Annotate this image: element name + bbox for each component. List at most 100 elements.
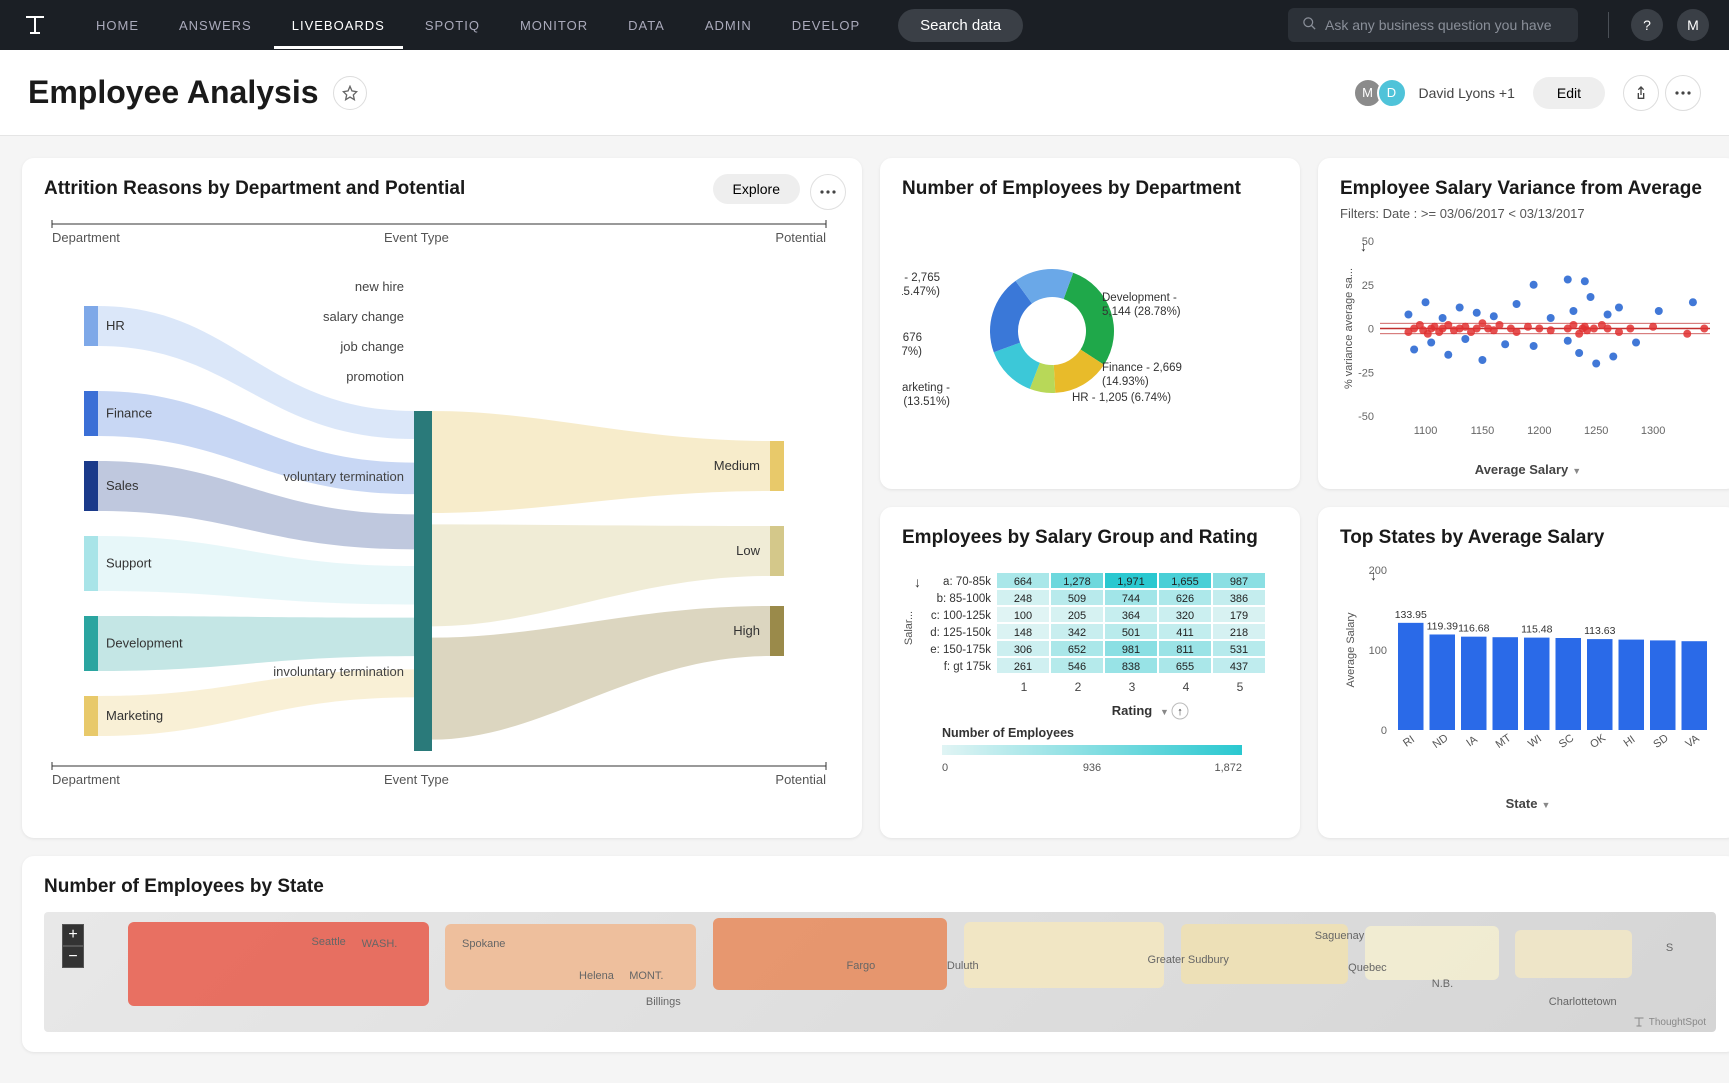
nav-divider (1608, 12, 1609, 38)
svg-text:531: 531 (1230, 644, 1248, 656)
svg-text:Marketing -: Marketing - (902, 382, 950, 394)
svg-text:Department: Department (52, 772, 120, 787)
svg-text:Event Type: Event Type (384, 772, 449, 787)
favorite-button[interactable] (333, 76, 367, 110)
choropleth-map[interactable]: + − ThoughtSpot SeattleWASH.SpokaneHelen… (44, 912, 1716, 1032)
svg-text:b: 85-100k: b: 85-100k (937, 593, 992, 605)
svg-text:1300: 1300 (1641, 425, 1665, 437)
x-axis-dropdown[interactable]: Average Salary▼ (1340, 462, 1716, 477)
svg-text:RI: RI (1401, 733, 1417, 749)
svg-text:2,415 (13.51%): 2,415 (13.51%) (902, 396, 950, 408)
edit-button[interactable]: Edit (1533, 77, 1605, 109)
svg-text:job change: job change (339, 339, 404, 354)
svg-text:% variance average sa...: % variance average sa... (1343, 268, 1355, 389)
nav-link-admin[interactable]: ADMIN (687, 2, 770, 49)
map-label: Charlottetown (1549, 996, 1617, 1008)
svg-text:1,872: 1,872 (1214, 762, 1242, 774)
svg-text:(20.57%): (20.57%) (902, 346, 922, 358)
svg-text:115.48: 115.48 (1521, 624, 1552, 636)
card-title: Number of Employees by Department (902, 178, 1278, 200)
bar-chart: 2001000Average Salary↓RINDIAMTWISCOKHISD… (1340, 555, 1720, 785)
sankey-chart: DepartmentEvent TypePotentialHRFinanceSa… (44, 206, 834, 806)
svg-text:▼: ▼ (1160, 707, 1169, 717)
nav-link-answers[interactable]: ANSWERS (161, 2, 270, 49)
svg-text:1150: 1150 (1471, 425, 1495, 437)
svg-text:f: gt 175k: f: gt 175k (944, 661, 992, 673)
more-button[interactable] (1665, 75, 1701, 111)
svg-text:148: 148 (1014, 627, 1032, 639)
x-axis-dropdown[interactable]: State▼ (1340, 796, 1716, 811)
top-nav: HOMEANSWERSLIVEBOARDSSPOTIQMONITORDATAAD… (0, 0, 1729, 50)
svg-text:(15.47%): (15.47%) (902, 286, 940, 298)
nav-link-data[interactable]: DATA (610, 2, 683, 49)
nav-link-develop[interactable]: DEVELOP (774, 2, 878, 49)
svg-text:4: 4 (1183, 680, 1190, 694)
map-region (1515, 930, 1632, 978)
svg-text:501: 501 (1122, 627, 1140, 639)
nav-link-spotiq[interactable]: SPOTIQ (407, 2, 498, 49)
card-more-button[interactable] (810, 174, 846, 210)
svg-text:179: 179 (1230, 610, 1248, 622)
svg-text:437: 437 (1230, 661, 1248, 673)
svg-text:364: 364 (1122, 610, 1140, 622)
svg-text:Event Type: Event Type (384, 230, 449, 245)
svg-text:Finance: Finance (106, 406, 152, 421)
card-title: Employees by Salary Group and Rating (902, 527, 1278, 549)
svg-text:Marketing: Marketing (106, 708, 163, 723)
svg-text:981: 981 (1122, 644, 1140, 656)
svg-text:HI: HI (1622, 733, 1638, 749)
svg-text:509: 509 (1068, 593, 1086, 605)
card-title: Employee Salary Variance from Average (1340, 178, 1716, 200)
svg-text:Support - 2,765: Support - 2,765 (902, 272, 940, 284)
svg-text:3: 3 (1129, 680, 1136, 694)
avatar[interactable]: D (1377, 78, 1407, 108)
map-label: Seattle (312, 936, 346, 948)
user-avatar-button[interactable]: M (1677, 9, 1709, 41)
help-button[interactable]: ? (1631, 9, 1663, 41)
nav-link-liveboards[interactable]: LIVEBOARDS (274, 2, 403, 49)
explore-button[interactable]: Explore (713, 174, 800, 204)
svg-text:5: 5 (1237, 680, 1244, 694)
svg-text:0: 0 (1381, 725, 1387, 737)
card-salary-variance: Employee Salary Variance from Average Fi… (1318, 158, 1729, 489)
svg-text:100: 100 (1014, 610, 1032, 622)
ask-input[interactable]: Ask any business question you have (1288, 8, 1578, 42)
svg-text:1100: 1100 (1414, 425, 1438, 437)
svg-text:HR: HR (106, 318, 125, 333)
svg-text:(14.93%): (14.93%) (1102, 376, 1149, 388)
map-label: N.B. (1432, 978, 1453, 990)
map-label: Duluth (947, 960, 979, 972)
svg-text:MT: MT (1494, 732, 1514, 751)
card-attrition-sankey: Attrition Reasons by Department and Pote… (22, 158, 862, 838)
nav-link-home[interactable]: HOME (78, 2, 157, 49)
svg-text:119.39: 119.39 (1427, 620, 1458, 632)
map-label: Quebec (1348, 962, 1387, 974)
zoom-in-button[interactable]: + (62, 924, 84, 946)
svg-text:Department: Department (52, 230, 120, 245)
logo[interactable] (20, 10, 50, 40)
svg-text:133.95: 133.95 (1395, 609, 1427, 621)
svg-text:new hire: new hire (355, 279, 404, 294)
card-top-states: Top States by Average Salary 2001000Aver… (1318, 507, 1729, 838)
share-button[interactable] (1623, 75, 1659, 111)
svg-text:1250: 1250 (1584, 425, 1608, 437)
svg-text:Development: Development (106, 636, 183, 651)
card-employees-by-state: Number of Employees by State + − Thought… (22, 856, 1729, 1052)
svg-text:↓: ↓ (1360, 238, 1367, 254)
nav-link-monitor[interactable]: MONITOR (502, 2, 606, 49)
card-employees-by-dept: Number of Employees by Department Suppor… (880, 158, 1300, 489)
svg-text:113.63: 113.63 (1584, 625, 1615, 637)
map-zoom-controls: + − (62, 924, 84, 968)
svg-text:100: 100 (1369, 645, 1387, 657)
zoom-out-button[interactable]: − (62, 946, 84, 968)
search-data-button[interactable]: Search data (898, 9, 1023, 42)
ask-placeholder: Ask any business question you have (1325, 17, 1551, 33)
svg-text:1: 1 (1021, 680, 1028, 694)
svg-text:1200: 1200 (1527, 425, 1551, 437)
search-icon (1302, 16, 1317, 34)
map-label: MONT. (629, 970, 663, 982)
svg-text:Sales - 3,676: Sales - 3,676 (902, 332, 922, 344)
sharer-avatars[interactable]: MD (1359, 78, 1407, 108)
svg-text:Support: Support (106, 556, 152, 571)
map-region (713, 918, 947, 990)
